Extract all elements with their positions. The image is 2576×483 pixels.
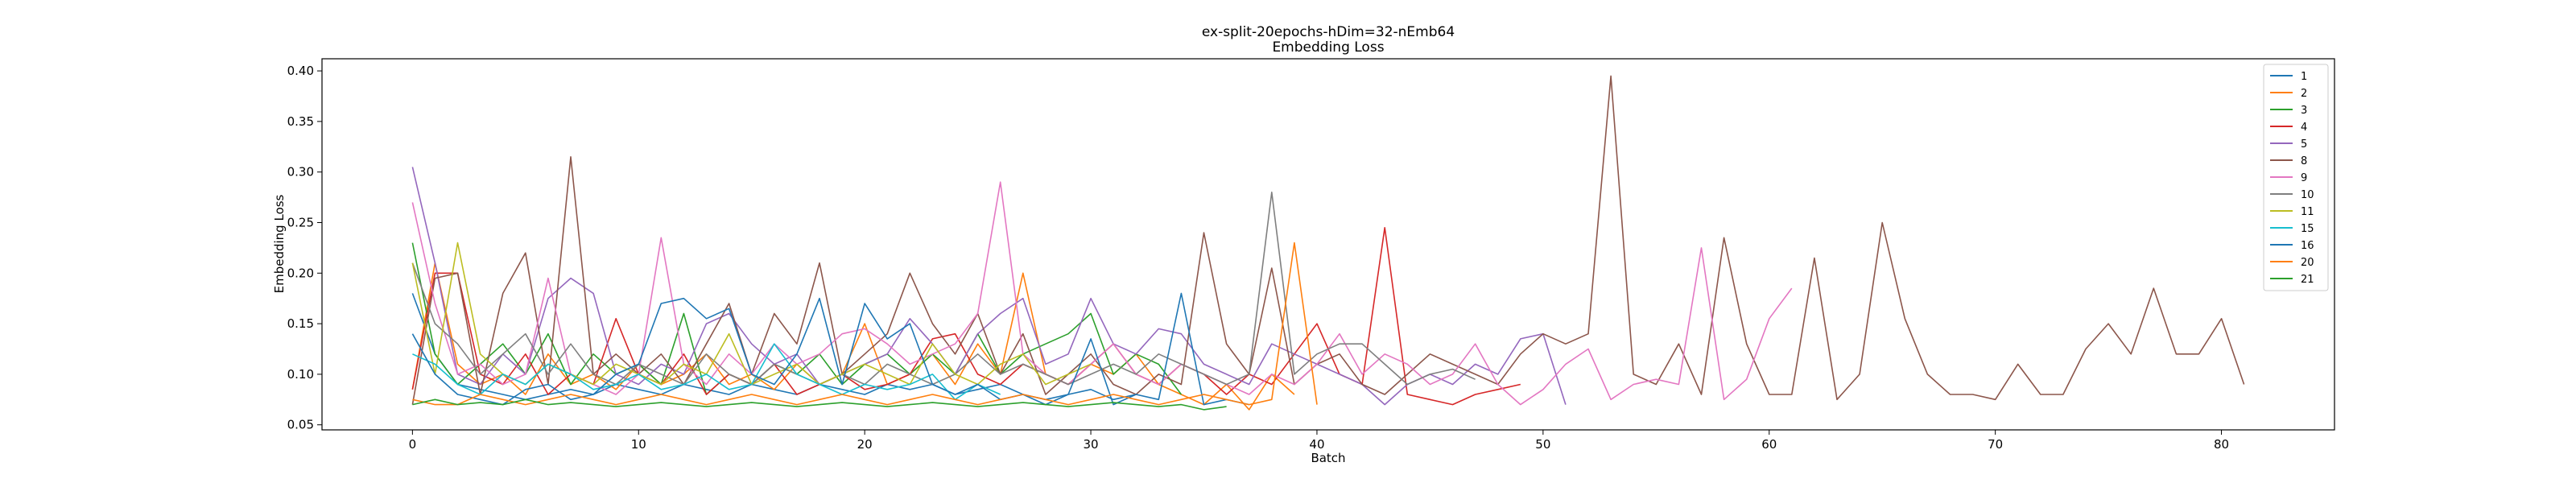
legend-label-1: 1 bbox=[2301, 71, 2307, 83]
legend-label-10: 10 bbox=[2301, 189, 2314, 201]
y-axis: 0.05 0.10 0.15 0.20 0.25 0.30 0.35 0.40 bbox=[287, 64, 322, 432]
legend-label-3: 3 bbox=[2301, 105, 2307, 117]
series-line-11 bbox=[411, 242, 1092, 386]
plot-frame bbox=[321, 58, 2335, 431]
legend: 1 2 3 4 5 8 9 10 11 15 16 20 21 bbox=[2263, 64, 2329, 291]
x-tick-label: 20 bbox=[857, 437, 873, 452]
legend-label-4: 4 bbox=[2301, 122, 2307, 134]
y-tick-label: 0.25 bbox=[287, 215, 314, 229]
y-tick-label: 0.05 bbox=[287, 418, 314, 432]
y-tick-label: 0.30 bbox=[287, 165, 314, 180]
series-line-10 bbox=[411, 192, 1476, 386]
series-line-8 bbox=[411, 75, 2245, 405]
plot-area bbox=[411, 75, 2245, 411]
x-tick-label: 60 bbox=[1761, 437, 1777, 452]
legend-label-8: 8 bbox=[2301, 155, 2307, 167]
legend-label-16: 16 bbox=[2301, 240, 2314, 252]
y-axis-label: Embedding Loss bbox=[272, 194, 287, 293]
legend-label-20: 20 bbox=[2301, 257, 2314, 269]
x-tick-label: 80 bbox=[2214, 437, 2229, 452]
chart-title: ex-split-20epochs-hDim=32-nEmb64 bbox=[1202, 24, 1455, 40]
y-tick-label: 0.40 bbox=[287, 64, 314, 78]
series-line-9 bbox=[411, 181, 1793, 406]
legend-box bbox=[2263, 64, 2329, 291]
x-axis: 0 10 20 30 40 50 60 70 80 bbox=[409, 430, 2229, 452]
series-line-20 bbox=[412, 242, 1318, 406]
y-tick-label: 0.20 bbox=[287, 266, 314, 280]
legend-label-11: 11 bbox=[2301, 206, 2314, 218]
y-tick-label: 0.10 bbox=[287, 367, 314, 382]
x-axis-label: Batch bbox=[1311, 451, 1345, 465]
series-line-21 bbox=[412, 398, 1227, 411]
legend-label-2: 2 bbox=[2301, 88, 2307, 100]
series-line-5 bbox=[411, 167, 1567, 406]
x-tick-label: 30 bbox=[1084, 437, 1099, 452]
x-tick-label: 70 bbox=[1988, 437, 2003, 452]
legend-label-5: 5 bbox=[2301, 138, 2307, 151]
legend-label-9: 9 bbox=[2301, 172, 2307, 184]
x-tick-label: 10 bbox=[631, 437, 646, 452]
series-line-15 bbox=[412, 343, 1001, 401]
series-line-16 bbox=[411, 292, 1249, 406]
y-tick-label: 0.15 bbox=[287, 316, 314, 331]
y-tick-label: 0.35 bbox=[287, 114, 314, 129]
x-tick-label: 50 bbox=[1535, 437, 1550, 452]
legend-label-21: 21 bbox=[2301, 274, 2314, 286]
legend-label-15: 15 bbox=[2301, 223, 2314, 235]
chart-subtitle: Embedding Loss bbox=[1272, 39, 1384, 56]
x-tick-label: 0 bbox=[409, 437, 417, 452]
x-tick-label: 40 bbox=[1309, 437, 1324, 452]
